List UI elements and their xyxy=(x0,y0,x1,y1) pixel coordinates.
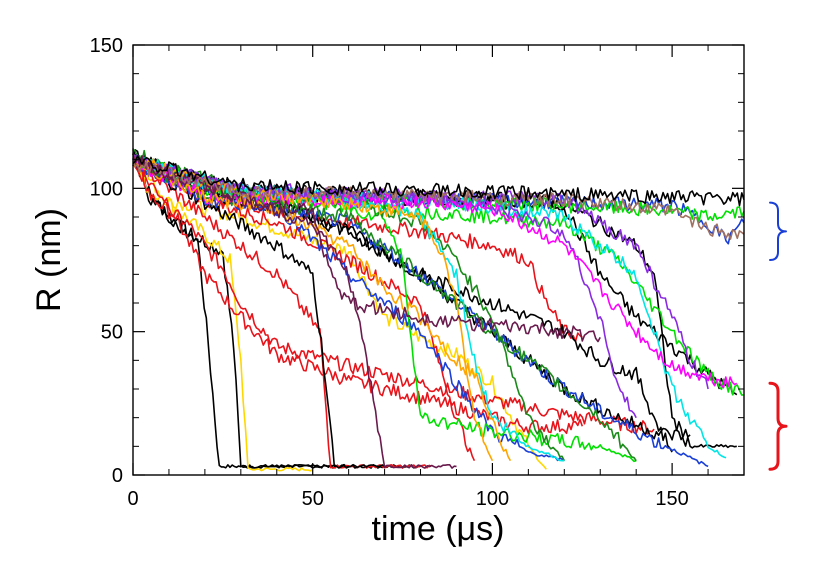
plot-frame xyxy=(132,44,745,476)
series-line-3 xyxy=(132,162,314,472)
x-tick-label: 100 xyxy=(476,488,509,510)
series-line-28 xyxy=(132,156,512,462)
series-line-24 xyxy=(132,154,727,459)
brace-annotation-1 xyxy=(769,201,787,261)
x-tick-label: 0 xyxy=(127,488,138,510)
y-tick-label: 100 xyxy=(90,178,123,200)
y-tick-label: 50 xyxy=(101,322,123,344)
series-line-31 xyxy=(132,153,457,469)
series-line-16 xyxy=(132,157,565,462)
y-tick-label: 150 xyxy=(90,35,123,57)
data-traces xyxy=(132,148,745,472)
series-line-25 xyxy=(132,153,637,419)
y-axis-label: R (nm) xyxy=(30,208,68,312)
y-tick-label: 0 xyxy=(112,465,123,487)
x-tick-label: 150 xyxy=(655,488,688,510)
axis-tick-labels: 0 50 100 150 0 50 100 150 xyxy=(90,35,689,510)
axis-ticks xyxy=(132,44,744,476)
series-line-32 xyxy=(132,159,745,240)
series-line-33 xyxy=(132,155,745,207)
series-line-26 xyxy=(132,153,709,390)
series-line-7 xyxy=(132,156,432,469)
annotation-braces xyxy=(768,201,788,471)
x-axis-label: time (μs) xyxy=(372,510,505,548)
series-line-5 xyxy=(132,149,655,435)
brace-annotation-2 xyxy=(768,381,788,471)
series-line-10 xyxy=(132,154,386,469)
series-line-4 xyxy=(132,160,547,470)
x-tick-label: 50 xyxy=(302,488,324,510)
